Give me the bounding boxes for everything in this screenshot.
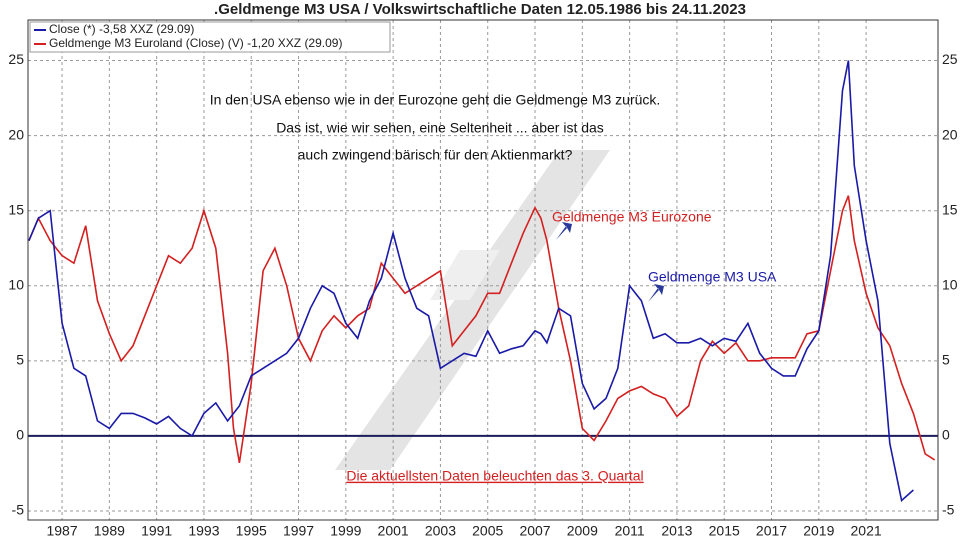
annotation: auch zwingend bärisch für den Aktienmark… (298, 147, 573, 163)
legend: Close (*) -3,58 XXZ (29.09)Geldmenge M3 … (29, 21, 391, 53)
x-tick-label: 1995 (236, 523, 267, 539)
y-tick-label: 15 (8, 201, 24, 217)
arrow (556, 222, 572, 240)
x-tick-label: 2019 (803, 523, 834, 539)
annotation: Geldmenge M3 Eurozone (552, 209, 712, 225)
legend-box (29, 21, 391, 53)
x-tick-label: 2003 (425, 523, 456, 539)
annotation: Geldmenge M3 USA (648, 269, 777, 285)
chart-title: .Geldmenge M3 USA / Volkswirtschaftliche… (214, 1, 746, 18)
x-tick-label: 1987 (46, 523, 77, 539)
x-tick-label: 2011 (615, 523, 645, 539)
x-tick-label: 2021 (851, 523, 882, 539)
x-tick-label: 1997 (283, 523, 314, 539)
y-tick-label: 20 (8, 126, 24, 142)
x-tick-label: 1991 (141, 523, 172, 539)
arrow (648, 284, 664, 302)
x-tick-label: 1993 (188, 523, 219, 539)
x-tick-label: 2001 (378, 523, 409, 539)
x-tick-label: 2015 (709, 523, 740, 539)
annotation: Das ist, wie wir sehen, eine Seltenheit … (276, 120, 604, 136)
legend-label: Close (*) -3,58 XXZ (29.09) (49, 22, 194, 36)
x-tick-label: 2013 (661, 523, 692, 539)
y-tick-label: -5 (12, 502, 25, 518)
y-tick-label: 10 (8, 276, 24, 292)
x-tick-label: 1999 (330, 523, 361, 539)
x-tick-label: 2005 (472, 523, 503, 539)
data-line (28, 195, 936, 464)
x-tick-label: 2009 (567, 523, 598, 539)
y2-tick-label: 25 (942, 51, 958, 67)
y-tick-label: 5 (16, 352, 24, 368)
y-tick-label: 0 (16, 427, 24, 443)
x-tick-label: 2017 (756, 523, 787, 539)
x-tick-label: 2007 (519, 523, 550, 539)
y2-tick-label: 15 (942, 201, 958, 217)
legend-label: Geldmenge M3 Euroland (Close) (V) -1,20 … (49, 36, 342, 50)
y2-tick-label: -5 (942, 502, 955, 518)
watermark (335, 150, 610, 470)
annotation: Die aktuellsten Daten beleuchten das 3. … (346, 468, 643, 484)
annotation: In den USA ebenso wie in der Eurozone ge… (210, 92, 661, 108)
plot-frame (27, 19, 939, 521)
y2-tick-label: 10 (942, 276, 958, 292)
data-line (28, 60, 914, 503)
y2-tick-label: 5 (942, 352, 950, 368)
plot (28, 60, 938, 503)
y-tick-label: 25 (8, 51, 24, 67)
watermark (430, 250, 500, 300)
y2-tick-label: 0 (942, 427, 950, 443)
x-tick-label: 1989 (94, 523, 125, 539)
y2-tick-label: 20 (942, 126, 958, 142)
